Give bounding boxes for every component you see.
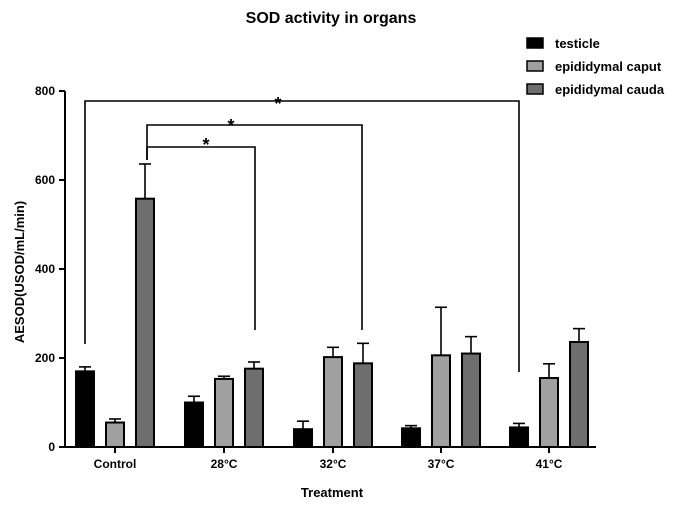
legend-label: testicle bbox=[555, 36, 600, 51]
legend-label: epididymal caput bbox=[555, 59, 662, 74]
bar-epididymal-cauda bbox=[569, 340, 589, 449]
bar-testicle bbox=[293, 428, 313, 449]
y-tick-label: 400 bbox=[35, 262, 55, 276]
bar-testicle bbox=[509, 426, 529, 449]
x-tick-label: 37°C bbox=[428, 457, 455, 471]
bar-epididymal-caput bbox=[431, 354, 451, 448]
legend-swatch bbox=[526, 83, 544, 95]
significance-bracket bbox=[84, 100, 520, 372]
y-axis-label: AESOD(USOD/mL/min) bbox=[12, 201, 27, 343]
x-axis-label: Treatment bbox=[301, 485, 364, 500]
y-tick-label: 600 bbox=[35, 173, 55, 187]
bar-epididymal-cauda bbox=[353, 362, 373, 448]
y-tick-label: 200 bbox=[35, 351, 55, 365]
bar-testicle bbox=[75, 370, 95, 449]
x-tick-label: Control bbox=[94, 457, 137, 471]
bar-epididymal-cauda bbox=[135, 197, 155, 448]
significance-label: * bbox=[227, 116, 234, 136]
bar-epididymal-caput bbox=[539, 377, 559, 448]
x-tick-label: 32°C bbox=[320, 457, 347, 471]
chart-title: SOD activity in organs bbox=[246, 10, 417, 27]
bar-testicle bbox=[401, 427, 421, 448]
significance-label: * bbox=[274, 94, 281, 114]
bar-epididymal-caput bbox=[214, 377, 234, 449]
bar-epididymal-cauda bbox=[461, 352, 481, 448]
significance-label: * bbox=[202, 135, 209, 155]
bar-epididymal-caput bbox=[105, 421, 125, 448]
significance-bracket bbox=[146, 146, 256, 330]
legend-swatch bbox=[526, 37, 544, 49]
bar-epididymal-caput bbox=[323, 356, 343, 448]
y-tick-label: 0 bbox=[48, 440, 55, 454]
x-tick-label: 41°C bbox=[536, 457, 563, 471]
y-tick-label: 800 bbox=[35, 84, 55, 98]
bar-testicle bbox=[184, 401, 204, 448]
legend-swatch bbox=[526, 60, 544, 72]
x-tick-label: 28°C bbox=[211, 457, 238, 471]
legend-label: epididymal cauda bbox=[555, 82, 665, 97]
significance-bracket bbox=[146, 124, 363, 330]
bar-epididymal-cauda bbox=[244, 367, 264, 448]
